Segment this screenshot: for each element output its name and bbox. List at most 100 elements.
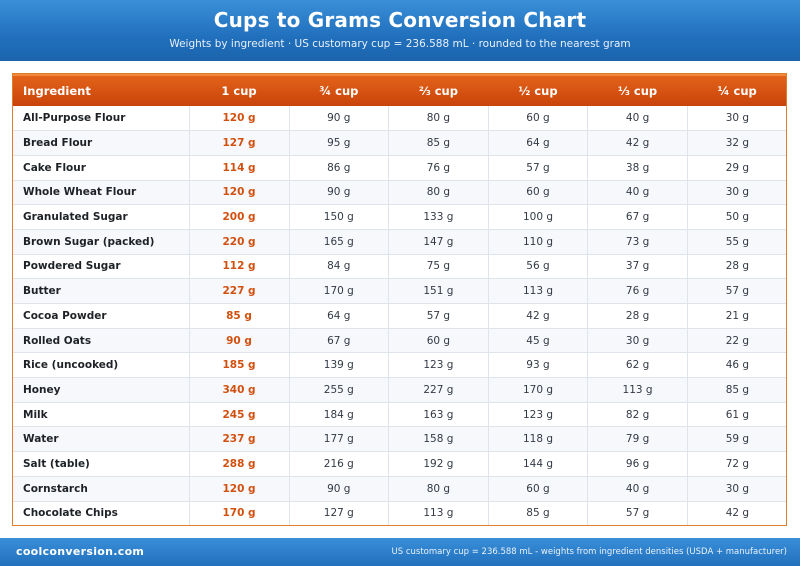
cell-2-3-cup: 163 g (388, 402, 489, 428)
header-row: Ingredient 1 cup ¾ cup ⅔ cup ½ cup ⅓ cup… (13, 74, 786, 106)
cell-1-4-cup: 46 g (687, 352, 786, 379)
cell-1-4-cup: 85 g (687, 377, 786, 403)
cell-ingredient: Cocoa Powder (13, 303, 190, 329)
cell-ingredient: Chocolate Chips (13, 501, 190, 525)
cell-3-4-cup: 216 g (289, 451, 390, 477)
cell-1-4-cup: 72 g (687, 451, 786, 477)
cell-1-4-cup: 22 g (687, 328, 786, 354)
cell-1-4-cup: 30 g (687, 180, 786, 206)
cell-3-4-cup: 90 g (289, 106, 390, 132)
cell-2-3-cup: 75 g (388, 254, 489, 280)
cell-1-2-cup: 60 g (488, 476, 589, 502)
cell-1-cup: 237 g (189, 426, 290, 453)
table-row: Rice (uncooked) 185 g 139 g 123 g 93 g 62 g 46… (13, 352, 786, 379)
cell-3-4-cup: 67 g (289, 328, 390, 354)
cell-3-4-cup: 255 g (289, 377, 390, 403)
cell-1-3-cup: 28 g (587, 303, 688, 329)
cell-ingredient: Powdered Sugar (13, 254, 190, 280)
table-header: Ingredient 1 cup ¾ cup ⅔ cup ½ cup ⅓ cup… (13, 74, 786, 106)
cell-2-3-cup: 158 g (388, 426, 489, 453)
cell-ingredient: Cornstarch (13, 476, 190, 502)
cell-1-4-cup: 42 g (687, 501, 786, 525)
cell-1-2-cup: 60 g (488, 106, 589, 132)
footer-site-name[interactable]: coolconversion.com (16, 545, 145, 558)
cell-1-4-cup: 55 g (687, 229, 786, 255)
cell-1-cup: 340 g (189, 377, 290, 403)
table-row: Cake Flour 114 g 86 g 76 g 57 g 38 g 29 g (13, 155, 786, 181)
cell-1-2-cup: 56 g (488, 254, 589, 280)
column-header-1-cup: 1 cup (189, 74, 289, 106)
cell-1-3-cup: 76 g (587, 278, 688, 304)
cell-1-2-cup: 170 g (488, 377, 589, 403)
table-row: Butter 227 g 170 g 151 g 113 g 76 g 57 g (13, 278, 786, 304)
column-header-1-3-cup: ⅓ cup (587, 74, 688, 106)
cell-1-cup: 120 g (189, 476, 290, 502)
table-row: Cornstarch 120 g 90 g 80 g 60 g 40 g 30 g (13, 476, 786, 502)
cell-ingredient: Butter (13, 278, 190, 304)
cell-1-3-cup: 40 g (587, 476, 688, 502)
cell-1-2-cup: 60 g (488, 180, 589, 206)
cell-1-3-cup: 113 g (587, 377, 688, 403)
table-body: All-Purpose Flour 120 g 90 g 80 g 60 g 40 g 30… (13, 106, 786, 525)
cell-3-4-cup: 165 g (289, 229, 390, 255)
cell-1-4-cup: 57 g (687, 278, 786, 304)
cell-3-4-cup: 184 g (289, 402, 390, 428)
cell-1-4-cup: 29 g (687, 155, 786, 181)
cell-1-cup: 120 g (189, 180, 290, 206)
cell-1-2-cup: 45 g (488, 328, 589, 354)
table-row: Cocoa Powder 85 g 64 g 57 g 42 g 28 g 21 g (13, 303, 786, 329)
table-row: Bread Flour 127 g 95 g 85 g 64 g 42 g 32 g (13, 130, 786, 156)
page-header: Cups to Grams Conversion Chart Weights b… (0, 0, 800, 61)
cell-1-2-cup: 100 g (488, 204, 589, 230)
cell-2-3-cup: 227 g (388, 377, 489, 403)
cell-2-3-cup: 80 g (388, 180, 489, 206)
cell-ingredient: Milk (13, 402, 190, 428)
cell-1-cup: 220 g (189, 229, 290, 255)
cell-3-4-cup: 177 g (289, 426, 390, 453)
table-row: Chocolate Chips 170 g 127 g 113 g 85 g 57 g 42… (13, 501, 786, 525)
cell-3-4-cup: 90 g (289, 180, 390, 206)
cell-1-3-cup: 38 g (587, 155, 688, 181)
footer-note: US customary cup = 236.588 mL - weights … (391, 547, 787, 557)
cell-1-cup: 120 g (189, 106, 290, 132)
column-header-ingredient: Ingredient (13, 74, 189, 106)
cell-ingredient: All-Purpose Flour (13, 106, 190, 132)
cell-2-3-cup: 123 g (388, 352, 489, 379)
cell-2-3-cup: 113 g (388, 501, 489, 525)
cell-2-3-cup: 60 g (388, 328, 489, 354)
cell-3-4-cup: 64 g (289, 303, 390, 329)
cell-1-cup: 112 g (189, 254, 290, 280)
table-row: Water 237 g 177 g 158 g 118 g 79 g 59 g (13, 426, 786, 453)
cell-1-cup: 227 g (189, 278, 290, 304)
cell-ingredient: Rice (uncooked) (13, 352, 190, 379)
cell-1-cup: 200 g (189, 204, 290, 230)
cell-3-4-cup: 95 g (289, 130, 390, 156)
cell-1-2-cup: 85 g (488, 501, 589, 525)
cell-1-2-cup: 113 g (488, 278, 589, 304)
conversion-table: Ingredient 1 cup ¾ cup ⅔ cup ½ cup ⅓ cup… (13, 74, 786, 525)
cell-1-3-cup: 96 g (587, 451, 688, 477)
cell-1-2-cup: 57 g (488, 155, 589, 181)
cell-ingredient: Rolled Oats (13, 328, 190, 354)
cell-3-4-cup: 84 g (289, 254, 390, 280)
table-row: Honey 340 g 255 g 227 g 170 g 113 g 85 g (13, 377, 786, 403)
cell-ingredient: Whole Wheat Flour (13, 180, 190, 206)
cell-1-cup: 85 g (189, 303, 290, 329)
cell-ingredient: Granulated Sugar (13, 204, 190, 230)
cell-1-cup: 288 g (189, 451, 290, 477)
page-subtitle: Weights by ingredient · US customary cup… (169, 38, 631, 50)
column-header-3-4-cup: ¾ cup (289, 74, 389, 106)
cell-3-4-cup: 90 g (289, 476, 390, 502)
cell-1-3-cup: 30 g (587, 328, 688, 354)
cell-1-4-cup: 61 g (687, 402, 786, 428)
column-header-2-3-cup: ⅔ cup (388, 74, 489, 106)
cell-1-3-cup: 40 g (587, 106, 688, 132)
cell-1-4-cup: 50 g (687, 204, 786, 230)
cell-2-3-cup: 80 g (388, 106, 489, 132)
cell-3-4-cup: 150 g (289, 204, 390, 230)
cell-2-3-cup: 85 g (388, 130, 489, 156)
table-row: Brown Sugar (packed) 220 g 165 g 147 g 110 g… (13, 229, 786, 255)
cell-2-3-cup: 151 g (388, 278, 489, 304)
cell-1-3-cup: 62 g (587, 352, 688, 379)
cell-ingredient: Bread Flour (13, 130, 190, 156)
